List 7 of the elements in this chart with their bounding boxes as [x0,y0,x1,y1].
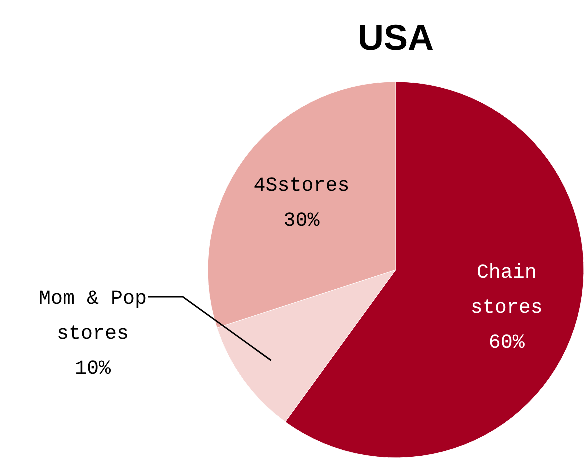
slice-label: 4Sstores [254,174,350,198]
chart-title: USA [358,17,434,58]
data-label: 10% [74,358,112,381]
data-label: 60% [488,332,526,356]
data-label: 30% [284,210,321,233]
slice-label: Mom & Pop stores [38,288,148,346]
slice-label: Chain stores [470,262,543,320]
